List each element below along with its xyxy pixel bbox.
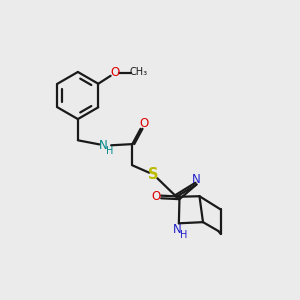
Text: N: N: [173, 223, 182, 236]
Text: O: O: [139, 117, 148, 130]
Text: H: H: [106, 146, 114, 156]
Text: N: N: [99, 139, 108, 152]
Text: H: H: [181, 230, 188, 239]
Text: S: S: [148, 167, 159, 182]
Text: CH₃: CH₃: [130, 67, 148, 77]
Text: N: N: [192, 173, 200, 186]
Text: O: O: [111, 66, 120, 79]
Text: O: O: [151, 190, 160, 203]
